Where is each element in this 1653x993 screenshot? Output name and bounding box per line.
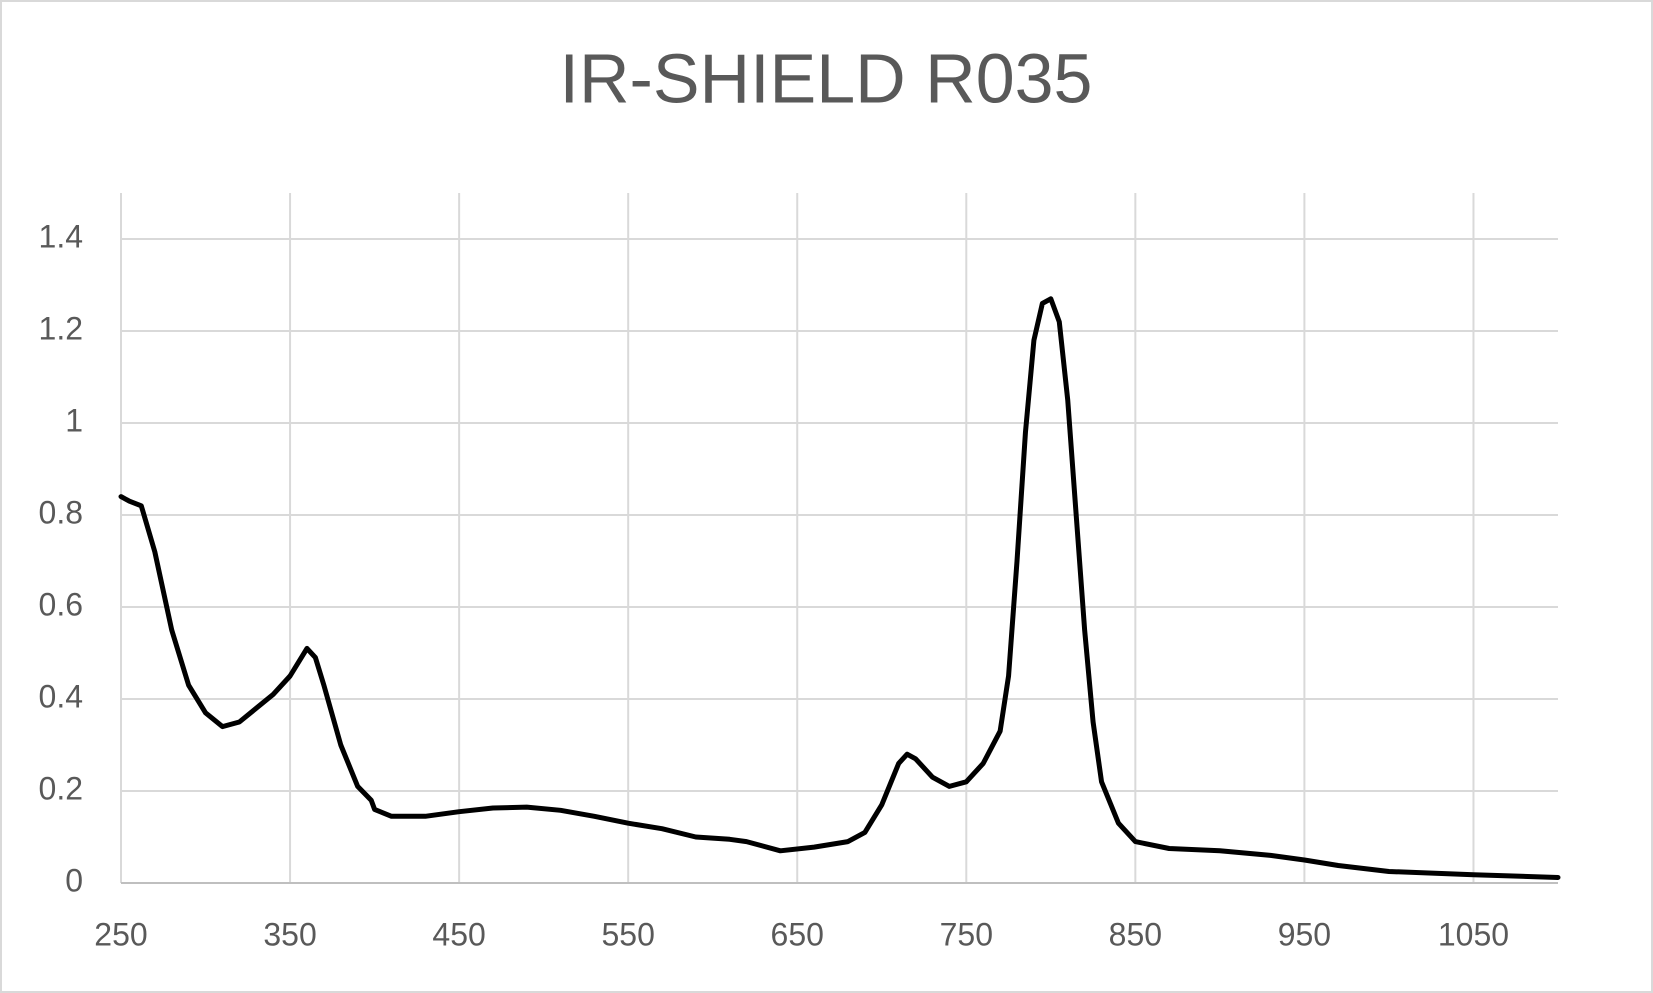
x-tick-label: 650	[771, 916, 824, 952]
y-tick-label: 1.2	[39, 310, 83, 346]
x-tick-label: 550	[601, 916, 654, 952]
y-tick-label: 0.2	[39, 770, 83, 806]
y-tick-label: 1.4	[39, 218, 83, 254]
x-tick-label: 350	[263, 916, 316, 952]
y-tick-label: 0.4	[39, 678, 83, 714]
data-line	[118, 296, 1561, 880]
y-tick-label: 0.8	[39, 494, 83, 530]
x-tick-label: 1050	[1438, 916, 1509, 952]
x-tick-label: 250	[94, 916, 147, 952]
y-tick-label: 1	[65, 402, 83, 438]
x-tick-label: 750	[940, 916, 993, 952]
y-tick-label: 0.6	[39, 586, 83, 622]
y-tick-label: 0	[65, 862, 83, 898]
x-tick-label: 950	[1278, 916, 1331, 952]
chart-title: IR-SHIELD R035	[560, 39, 1093, 117]
x-tick-label: 850	[1109, 916, 1162, 952]
x-tick-label: 450	[432, 916, 485, 952]
